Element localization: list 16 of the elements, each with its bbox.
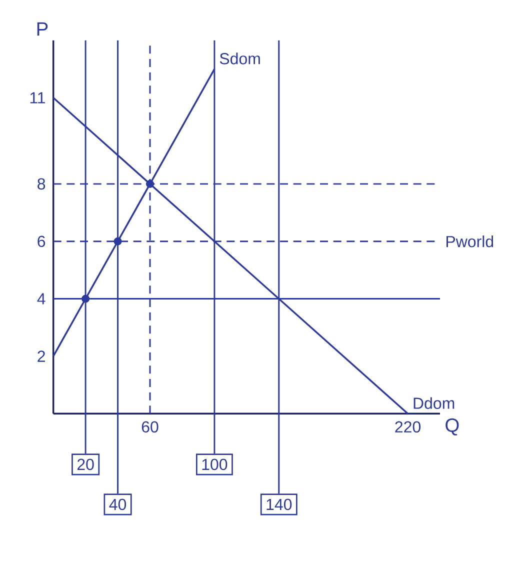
series-label: Sdom bbox=[220, 52, 260, 64]
y-axis-title: P bbox=[37, 22, 48, 36]
y-tick-label: 11 bbox=[30, 92, 45, 104]
series-label: Ddom bbox=[414, 397, 454, 409]
x-axis-title: Q bbox=[446, 418, 459, 436]
y-tick-label: 8 bbox=[38, 178, 46, 190]
ref-line-label: 40 bbox=[109, 498, 126, 510]
ref-line-label: 100 bbox=[202, 458, 228, 470]
x-tick-label: 220 bbox=[395, 421, 421, 433]
ref-line-label: Pworld bbox=[446, 235, 494, 248]
y-tick-label: 6 bbox=[38, 236, 46, 248]
y-tick-label: 4 bbox=[37, 293, 46, 304]
x-tick-label: 60 bbox=[142, 421, 158, 433]
ref-line-label: 140 bbox=[266, 498, 292, 510]
y-tick-label: 2 bbox=[38, 350, 45, 362]
ref-line-label: 20 bbox=[77, 458, 94, 470]
